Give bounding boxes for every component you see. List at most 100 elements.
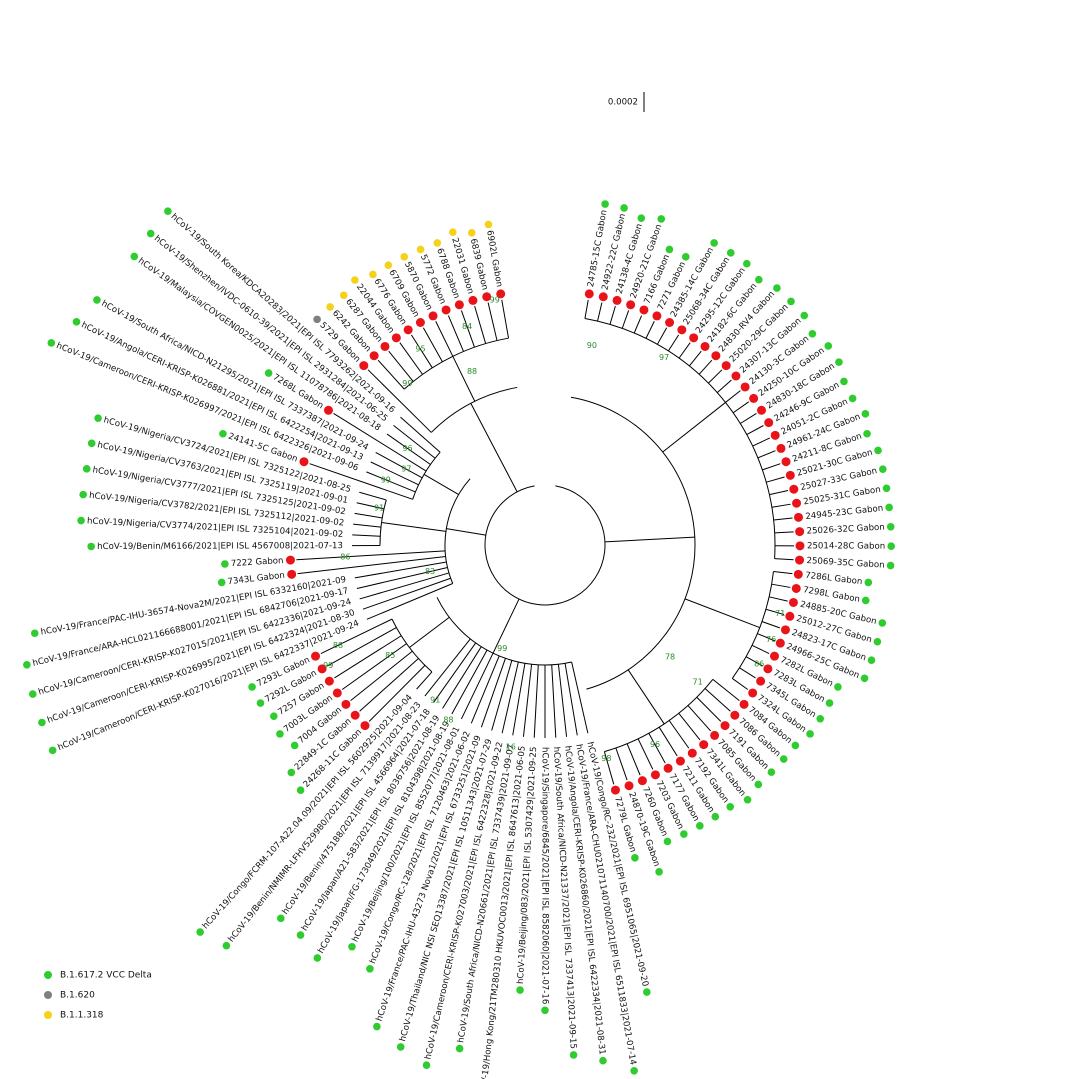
sample-dot bbox=[756, 676, 766, 686]
lineage-dot bbox=[222, 941, 231, 950]
branch bbox=[609, 306, 616, 325]
branch bbox=[774, 558, 794, 561]
sample-dot bbox=[757, 405, 767, 415]
sample-dot bbox=[675, 756, 685, 766]
sample-dot bbox=[415, 318, 425, 328]
branch bbox=[751, 644, 770, 655]
bootstrap-value: 86 bbox=[340, 552, 350, 561]
branch bbox=[353, 523, 382, 528]
branch bbox=[771, 583, 791, 588]
branch bbox=[696, 696, 722, 722]
lineage-dot bbox=[72, 318, 81, 326]
legend-dot bbox=[44, 1011, 52, 1019]
lineage-dot bbox=[743, 795, 752, 804]
branch bbox=[708, 369, 723, 384]
sample-dot bbox=[626, 300, 636, 310]
branch bbox=[451, 649, 488, 715]
branch bbox=[352, 534, 381, 537]
sample-dot bbox=[317, 664, 327, 674]
branch bbox=[359, 658, 419, 712]
branch bbox=[433, 642, 477, 703]
lineage-dot bbox=[887, 542, 896, 550]
lineage-dot bbox=[467, 228, 476, 237]
lineage-dot bbox=[164, 207, 172, 216]
lineage-dot bbox=[366, 964, 374, 973]
lineage-dot bbox=[351, 276, 359, 284]
lineage-dot bbox=[455, 1044, 464, 1053]
leaf-label: 25014-28C Gabon bbox=[807, 541, 885, 551]
lineage-dot bbox=[48, 746, 57, 755]
lineage-dot bbox=[146, 229, 155, 238]
sample-dot bbox=[749, 393, 759, 403]
lineage-dot bbox=[219, 429, 227, 438]
branch bbox=[359, 572, 450, 600]
lineage-dot bbox=[848, 394, 857, 403]
lineage-dot bbox=[369, 270, 377, 279]
branch bbox=[410, 334, 433, 369]
branch bbox=[645, 321, 655, 339]
lineage-dot bbox=[130, 252, 139, 261]
lineage-dot bbox=[38, 718, 46, 727]
lineage-dot bbox=[217, 578, 226, 587]
sample-dot bbox=[332, 688, 342, 698]
sample-dot bbox=[324, 676, 334, 686]
branch bbox=[688, 350, 702, 367]
lineage-dot bbox=[87, 439, 96, 448]
lineage-dot bbox=[767, 768, 776, 776]
leaf-label: 7222 Gabon bbox=[231, 556, 284, 569]
branch bbox=[412, 451, 441, 500]
sample-dot bbox=[677, 325, 687, 335]
branch bbox=[416, 671, 433, 690]
bootstrap-value: 88 bbox=[443, 716, 453, 725]
sample-dot bbox=[454, 300, 464, 310]
sample-dot bbox=[748, 688, 758, 698]
sample-dot bbox=[785, 470, 795, 480]
lineage-dot bbox=[696, 822, 704, 830]
branch bbox=[603, 751, 615, 785]
bootstrap-value: 85 bbox=[385, 651, 395, 660]
bootstrap-value: 97 bbox=[659, 353, 669, 362]
lineage-dot bbox=[87, 542, 95, 551]
branch bbox=[604, 536, 695, 543]
branch bbox=[557, 664, 568, 737]
lineage-dot bbox=[256, 699, 265, 707]
sample-dot bbox=[740, 382, 750, 392]
lineage-dot bbox=[313, 954, 322, 962]
leaf-label: hCoV-19/Singapore/6845/2021|EPI ISL 8582… bbox=[540, 747, 550, 1004]
sample-dot bbox=[612, 295, 622, 305]
leaf-label: 24945-23C Gabon bbox=[805, 504, 884, 522]
branch bbox=[356, 502, 385, 510]
branch bbox=[752, 437, 771, 447]
leaf-label: 7286L Gabon bbox=[805, 571, 863, 588]
branch bbox=[460, 310, 475, 348]
lineage-dot bbox=[30, 629, 39, 638]
sample-dot bbox=[739, 699, 749, 709]
bootstrap-value: 84 bbox=[462, 322, 472, 331]
sample-dot bbox=[610, 785, 620, 795]
branch bbox=[470, 403, 518, 493]
branch bbox=[447, 315, 464, 352]
branch bbox=[637, 738, 654, 770]
lineage-dot bbox=[726, 249, 735, 257]
branch bbox=[381, 522, 447, 532]
lineage-dot bbox=[834, 683, 842, 691]
sample-dot bbox=[710, 730, 720, 740]
branch bbox=[704, 688, 731, 712]
legend-label: B.1.620 bbox=[60, 991, 95, 1001]
branch bbox=[368, 665, 426, 722]
sample-dot bbox=[788, 597, 798, 607]
legend-dot bbox=[44, 971, 52, 979]
lineage-dot bbox=[630, 1067, 638, 1075]
sample-dot bbox=[663, 763, 673, 773]
branch bbox=[333, 413, 427, 472]
branch bbox=[740, 413, 757, 424]
sample-dot bbox=[793, 569, 803, 579]
branch bbox=[480, 658, 506, 728]
branch bbox=[470, 655, 500, 724]
lineage-dot bbox=[861, 410, 870, 418]
branch bbox=[774, 531, 794, 534]
branch bbox=[765, 608, 785, 616]
branch bbox=[678, 342, 691, 359]
branch bbox=[771, 503, 791, 508]
lineage-dot bbox=[631, 854, 639, 862]
